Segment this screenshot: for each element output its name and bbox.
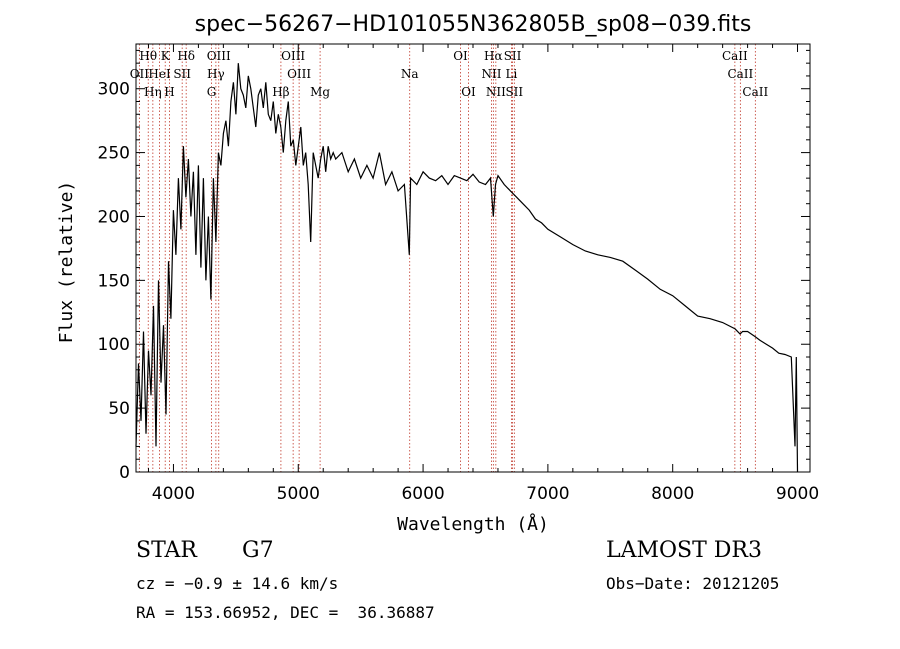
y-tick-labels: 0 50 100 150 200 250 300 xyxy=(98,80,130,483)
x-tick-labels: 4000 5000 6000 7000 8000 9000 xyxy=(152,484,819,504)
emission-line-label: OI xyxy=(453,49,468,63)
y-tick-label: 50 xyxy=(108,399,130,419)
emission-line-label: G xyxy=(207,85,217,99)
x-tick-label: 5000 xyxy=(277,484,320,504)
emission-line-label: OIII xyxy=(281,49,305,63)
emission-line-label: Na xyxy=(401,67,419,81)
x-tick-label: 4000 xyxy=(152,484,195,504)
emission-line-label: Hα xyxy=(484,49,503,63)
emission-line-label: CaII xyxy=(727,67,753,81)
emission-line-label: OI xyxy=(461,85,476,99)
emission-line-label: Hγ xyxy=(207,67,225,81)
emission-line-label: Hδ xyxy=(177,49,195,63)
emission-line-label: K xyxy=(161,49,171,63)
x-tick-label: 7000 xyxy=(526,484,569,504)
y-axis-label: Flux (relative) xyxy=(56,181,77,344)
survey-name: LAMOST DR3 xyxy=(606,538,762,563)
emission-line-label: NII xyxy=(481,67,501,81)
x-axis-label: Wavelength (Å) xyxy=(397,513,549,535)
object-subclass: G7 xyxy=(242,538,274,563)
emission-line-label: HeI xyxy=(148,67,171,81)
emission-line-label: OIII xyxy=(207,49,231,63)
emission-line-label: Hβ xyxy=(272,85,289,99)
y-tick-label: 300 xyxy=(98,80,130,100)
emission-line-label: OII xyxy=(130,67,150,81)
emission-line-markers xyxy=(138,44,756,472)
emission-line-label: Hη xyxy=(144,85,162,99)
y-tick-label: 250 xyxy=(98,144,130,164)
y-tick-label: 200 xyxy=(98,207,130,227)
spectrum-series xyxy=(135,63,799,473)
emission-line-label: H xyxy=(164,85,174,99)
y-tick-label: 100 xyxy=(98,335,130,355)
emission-line-label: OIII xyxy=(287,67,311,81)
emission-line-label: SII xyxy=(505,85,523,99)
chart-title: spec−56267−HD101055N362805B_sp08−039.fit… xyxy=(195,12,752,37)
redshift-value: cz = −0.9 ± 14.6 km/s xyxy=(136,574,339,593)
emission-line-label: Li xyxy=(506,67,518,81)
emission-line-label: NII xyxy=(486,85,506,99)
object-class: STAR xyxy=(136,538,197,563)
plot-frame xyxy=(135,43,811,473)
axis-ticks xyxy=(136,44,810,473)
emission-line-label: Hθ xyxy=(139,49,157,63)
x-tick-label: 6000 xyxy=(401,484,444,504)
emission-line-label: CaII xyxy=(742,85,768,99)
emission-line-label: SII xyxy=(173,67,191,81)
emission-line-label: CaII xyxy=(722,49,748,63)
emission-line-label: SII xyxy=(504,49,522,63)
y-tick-label: 0 xyxy=(119,463,130,483)
coordinates: RA = 153.66952, DEC = 36.36887 xyxy=(136,603,435,622)
x-tick-label: 8000 xyxy=(651,484,694,504)
y-tick-label: 150 xyxy=(98,271,130,291)
emission-line-label: Mg xyxy=(310,85,330,99)
observation-date: Obs−Date: 20121205 xyxy=(606,574,780,593)
x-tick-label: 9000 xyxy=(776,484,819,504)
